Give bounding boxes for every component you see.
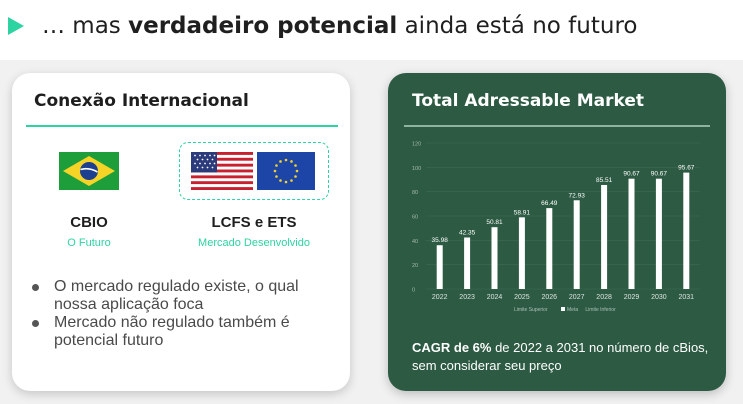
bar-value-label: 66.49 <box>541 200 558 207</box>
bar-value-label: 90.67 <box>623 171 640 178</box>
connection-card: Conexão Internacional <box>12 73 350 391</box>
bar-value-label: 85.51 <box>596 177 613 184</box>
y-tick-label: 0 <box>412 288 415 294</box>
legend-swatch <box>561 307 565 311</box>
y-tick-label: 40 <box>412 239 418 245</box>
usa-flag-icon <box>191 152 253 190</box>
chart-bar <box>464 237 471 289</box>
headline-prefix: … mas <box>42 13 129 39</box>
y-tick-label: 20 <box>412 263 418 269</box>
eu-star <box>279 179 282 182</box>
chart-bar <box>573 200 580 289</box>
headline: … mas verdadeiro potencial ainda está no… <box>8 8 637 44</box>
legend-label: Limite Superior <box>514 307 548 313</box>
title-underline <box>404 125 710 127</box>
x-tick-label: 2031 <box>679 294 695 301</box>
eu-star <box>295 169 299 173</box>
bullet-list: O mercado regulado existe, o qual nossa … <box>30 278 340 350</box>
cagr-rest: de 2022 a 2031 no número de cBios, sem c… <box>412 340 709 373</box>
bar-value-label: 95.67 <box>678 165 695 172</box>
x-tick-label: 2022 <box>432 294 448 301</box>
chart-bar <box>546 208 553 289</box>
lcfs-ets-sublabel: Mercado Desenvolvido <box>198 237 310 249</box>
title-underline <box>26 125 338 127</box>
chart-bar <box>491 227 498 289</box>
x-tick-label: 2024 <box>487 294 503 301</box>
chart-bar <box>601 184 608 289</box>
x-tick-label: 2023 <box>459 294 475 301</box>
x-tick-label: 2028 <box>596 294 612 301</box>
eu-star <box>290 160 293 163</box>
foreign-flags-box <box>179 142 329 200</box>
bar-value-label: 58.91 <box>514 209 531 216</box>
bar-value-label: 90.67 <box>651 171 668 178</box>
bar-value-label: 72.93 <box>569 192 586 199</box>
bullet-item: O mercado regulado existe, o qual nossa … <box>30 278 340 314</box>
headline-suffix: ainda está no futuro <box>397 13 638 39</box>
x-tick-label: 2026 <box>542 294 558 301</box>
chart-bar <box>436 245 443 289</box>
tam-bar-chart: 0 20 40 60 80 100 120 35.98 2022 42.35 2023 50.81 20… <box>412 142 700 313</box>
tam-card: Total Adressable Market 0 20 40 60 80 100 120 3… <box>388 73 726 391</box>
eu-star <box>294 175 297 178</box>
eu-star <box>279 160 282 163</box>
chart-bar <box>655 178 662 289</box>
bar-value-label: 42.35 <box>459 229 476 236</box>
eu-star <box>284 158 288 162</box>
eu-star <box>273 169 277 173</box>
legend-label: Meta <box>567 307 578 313</box>
x-tick-label: 2027 <box>569 294 585 301</box>
chart-bar <box>628 178 635 289</box>
bar-value-label: 35.98 <box>432 237 449 244</box>
eu-star <box>275 175 278 178</box>
x-tick-label: 2025 <box>514 294 530 301</box>
bar-value-label: 50.81 <box>486 219 503 226</box>
cagr-text: CAGR de 6% de 2022 a 2031 no número de c… <box>412 339 712 375</box>
headline-text: … mas verdadeiro potencial ainda está no… <box>42 13 637 39</box>
eu-star <box>284 180 288 184</box>
brazil-flag-icon <box>59 152 119 190</box>
connection-card-title: Conexão Internacional <box>34 91 249 111</box>
y-tick-label: 100 <box>412 166 421 172</box>
bullet-item: Mercado não regulado também é potencial … <box>30 314 340 350</box>
y-tick-label: 80 <box>412 190 418 196</box>
eu-flag-icon <box>257 152 315 190</box>
cbio-sublabel: O Futuro <box>67 237 111 249</box>
triangle-bullet-icon <box>8 17 24 35</box>
y-tick-label: 120 <box>412 142 421 148</box>
y-tick-label: 60 <box>412 215 418 221</box>
tam-card-title: Total Adressable Market <box>412 91 645 111</box>
cbio-label: CBIO <box>70 214 108 231</box>
cagr-bold: CAGR de 6% <box>412 340 492 355</box>
chart-bar <box>683 172 690 289</box>
headline-bold: verdadeiro potencial <box>128 13 398 39</box>
eu-star <box>294 164 297 167</box>
eu-star <box>275 164 278 167</box>
chart-bar <box>518 217 525 289</box>
lcfs-ets-label: LCFS e ETS <box>211 214 297 231</box>
eu-star <box>290 179 293 182</box>
legend-label: Limite Inferior <box>585 307 616 313</box>
x-tick-label: 2029 <box>624 294 640 301</box>
x-tick-label: 2030 <box>651 294 667 301</box>
